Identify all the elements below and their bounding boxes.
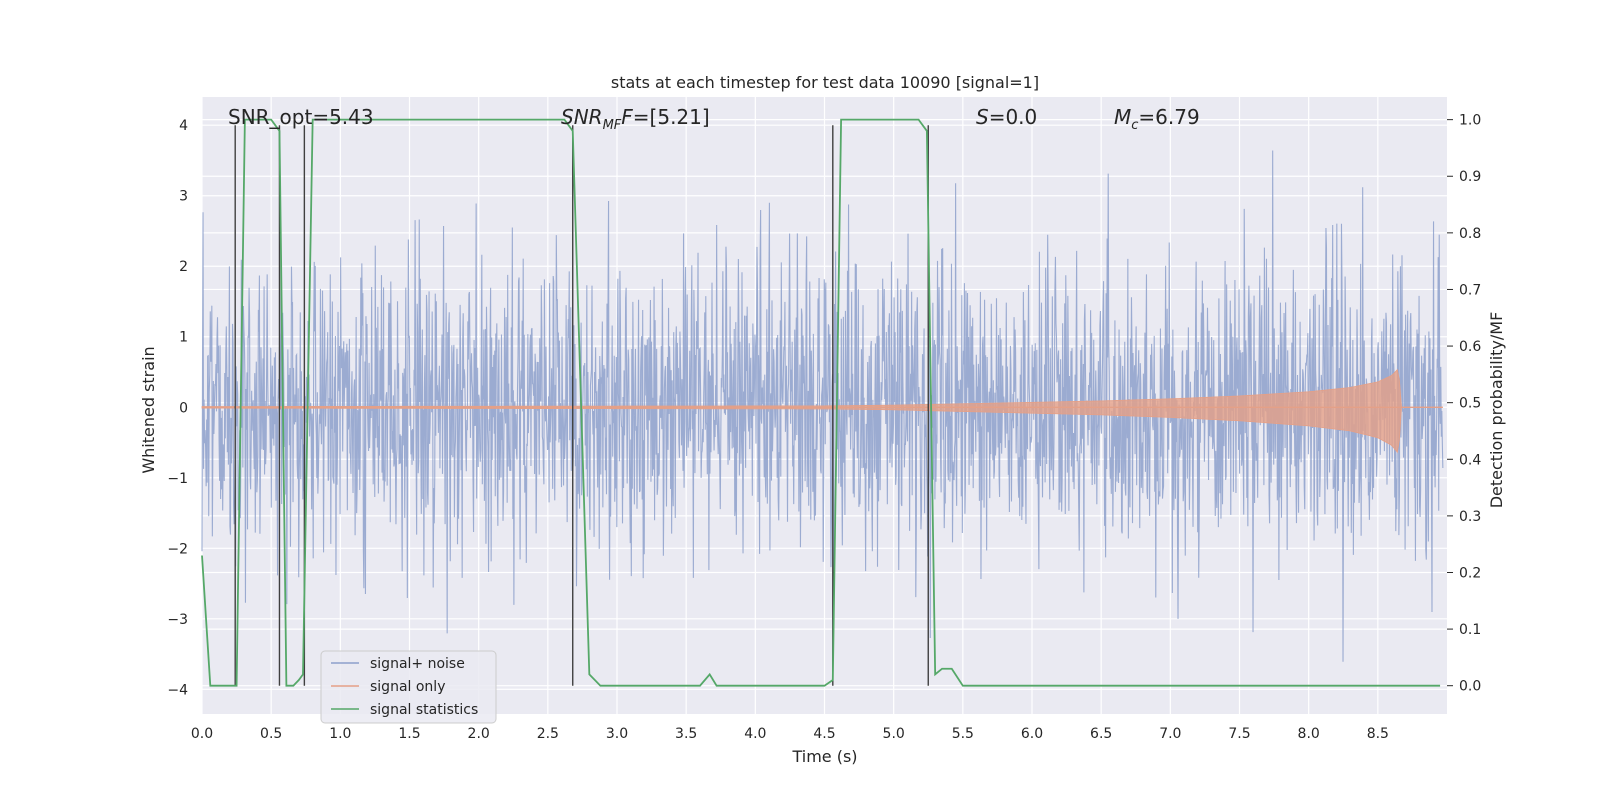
x-tick-label: 7.0 <box>1159 726 1181 742</box>
x-tick-label: 0.5 <box>260 726 282 742</box>
x-tick-label: 2.0 <box>468 726 490 742</box>
x-tick-label: 6.5 <box>1090 726 1112 742</box>
chart-title: stats at each timestep for test data 100… <box>611 73 1039 92</box>
y2-axis-ticks: 1.0 0.9 0.8 0.7 0.6 0.5 0.4 0.3 0.2 0.1 0.0 <box>1447 113 1481 695</box>
y2-axis-title: Detection probability/MF <box>1487 312 1506 509</box>
y2-tick-label: 0.5 <box>1459 396 1481 412</box>
noise-series <box>201 150 1444 662</box>
y-tick-label: −1 <box>167 471 188 487</box>
x-tick-label: 3.5 <box>675 726 697 742</box>
x-tick-label: 1.0 <box>329 726 351 742</box>
x-tick-label: 2.5 <box>537 726 559 742</box>
x-axis-ticks: 0.0 0.5 1.0 1.5 2.0 2.5 3.0 3.5 4.0 4.5 5.0 5.5 6.0 6… <box>191 726 1389 742</box>
x-tick-label: 1.5 <box>398 726 420 742</box>
legend-box <box>320 650 497 724</box>
y-tick-label: 4 <box>179 118 188 134</box>
legend-label-signal: signal only <box>370 679 445 695</box>
y-tick-label: 2 <box>179 259 188 275</box>
y-tick-label: −3 <box>167 612 188 628</box>
y-tick-label: 0 <box>179 400 188 416</box>
legend-label-statistics: signal statistics <box>370 702 478 718</box>
x-tick-label: 0.0 <box>191 726 213 742</box>
y-axis-ticks: 4 3 2 1 0 −1 −2 −3 −4 <box>167 118 188 698</box>
legend-label-noise: signal+ noise <box>370 656 465 672</box>
x-axis-title: Time (s) <box>791 747 857 766</box>
y-tick-label: −4 <box>167 682 188 698</box>
signal-only-series <box>201 368 1443 454</box>
noise-line <box>201 150 1444 662</box>
y2-tick-label: 0.1 <box>1459 622 1481 638</box>
y2-tick-label: 0.8 <box>1459 226 1481 242</box>
annotation-s: S=0.0 <box>976 105 1037 129</box>
y-tick-label: −2 <box>167 541 188 557</box>
x-tick-label: 5.5 <box>952 726 974 742</box>
y2-tick-label: 0.3 <box>1459 509 1481 525</box>
annotation-snr-mf: SNRMFF=[5.21] <box>561 105 710 133</box>
y-tick-label: 3 <box>179 189 188 205</box>
y2-tick-label: 0.6 <box>1459 339 1481 355</box>
statistics-line <box>201 118 1441 687</box>
x-tick-label: 4.0 <box>744 726 766 742</box>
y2-tick-label: 1.0 <box>1459 113 1481 129</box>
x-tick-label: 5.0 <box>883 726 905 742</box>
x-tick-label: 8.0 <box>1298 726 1320 742</box>
y-axis-title: Whitened strain <box>139 346 158 473</box>
annotation-mc: Mc=6.79 <box>1114 105 1200 133</box>
annotation-snr-opt: SNR_opt=5.43 <box>228 105 374 129</box>
signal-statistics-series <box>201 118 1441 687</box>
y2-tick-label: 0.4 <box>1459 452 1481 468</box>
y2-tick-label: 0.9 <box>1459 169 1481 185</box>
x-tick-label: 3.0 <box>606 726 628 742</box>
y-tick-label: 1 <box>179 330 188 346</box>
y2-tick-label: 0.7 <box>1459 282 1481 298</box>
x-tick-label: 8.5 <box>1367 726 1389 742</box>
x-tick-label: 6.0 <box>1021 726 1043 742</box>
legend: signal+ noise signal only signal statist… <box>320 650 497 724</box>
y2-tick-label: 0.2 <box>1459 565 1481 581</box>
y2-tick-label: 0.0 <box>1459 679 1481 695</box>
x-tick-label: 7.5 <box>1228 726 1250 742</box>
x-tick-label: 4.5 <box>813 726 835 742</box>
